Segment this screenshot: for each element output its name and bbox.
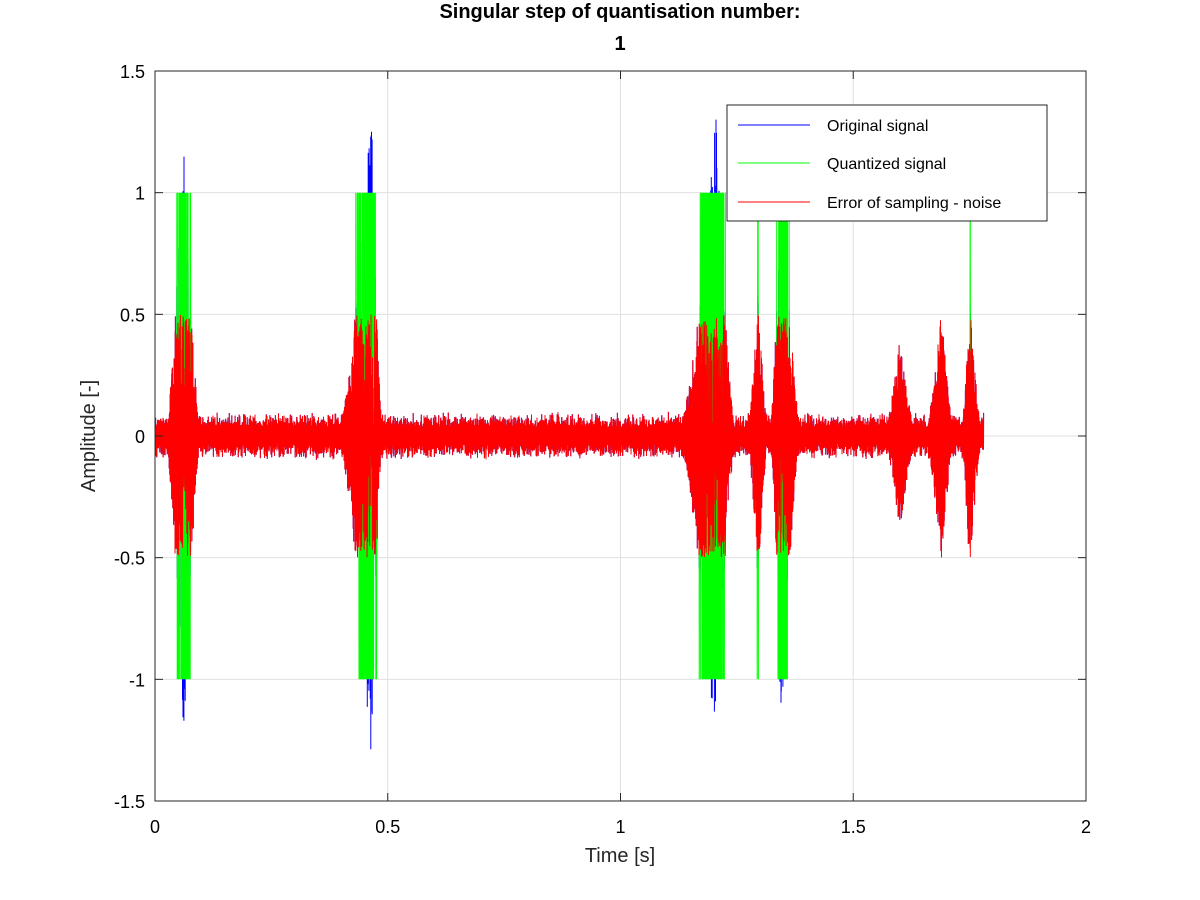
chart-title-line1: Singular step of quantisation number:	[439, 1, 800, 23]
x-tick-label: 1.5	[841, 817, 866, 837]
legend-label-quantized: Quantized signal	[827, 156, 946, 173]
y-tick-label: -1.5	[114, 792, 145, 812]
y-tick-label: -0.5	[114, 549, 145, 569]
x-tick-label: 0	[150, 817, 160, 837]
x-tick-label: 2	[1081, 817, 1091, 837]
legend: Original signal Quantized signal Error o…	[726, 104, 1048, 222]
y-tick-label: 1	[135, 184, 145, 204]
ticks: 0 0.5 1 1.5 2 -1.5 -1 -0.5 0 0.5 1 1.5	[114, 62, 1091, 837]
legend-label-original: Original signal	[827, 118, 928, 135]
y-tick-label: -1	[129, 670, 145, 690]
x-tick-label: 1	[615, 817, 625, 837]
y-tick-label: 1.5	[120, 62, 145, 82]
x-axis-label: Time [s]	[585, 845, 655, 867]
x-tick-label: 0.5	[375, 817, 400, 837]
legend-label-error: Error of sampling - noise	[827, 195, 1001, 212]
y-axis-label: Amplitude [-]	[78, 380, 100, 492]
chart-title-line2: 1	[614, 33, 625, 55]
series	[154, 119, 985, 750]
y-tick-label: 0.5	[120, 305, 145, 325]
y-tick-label: 0	[135, 427, 145, 447]
series-error-noise	[154, 314, 985, 558]
